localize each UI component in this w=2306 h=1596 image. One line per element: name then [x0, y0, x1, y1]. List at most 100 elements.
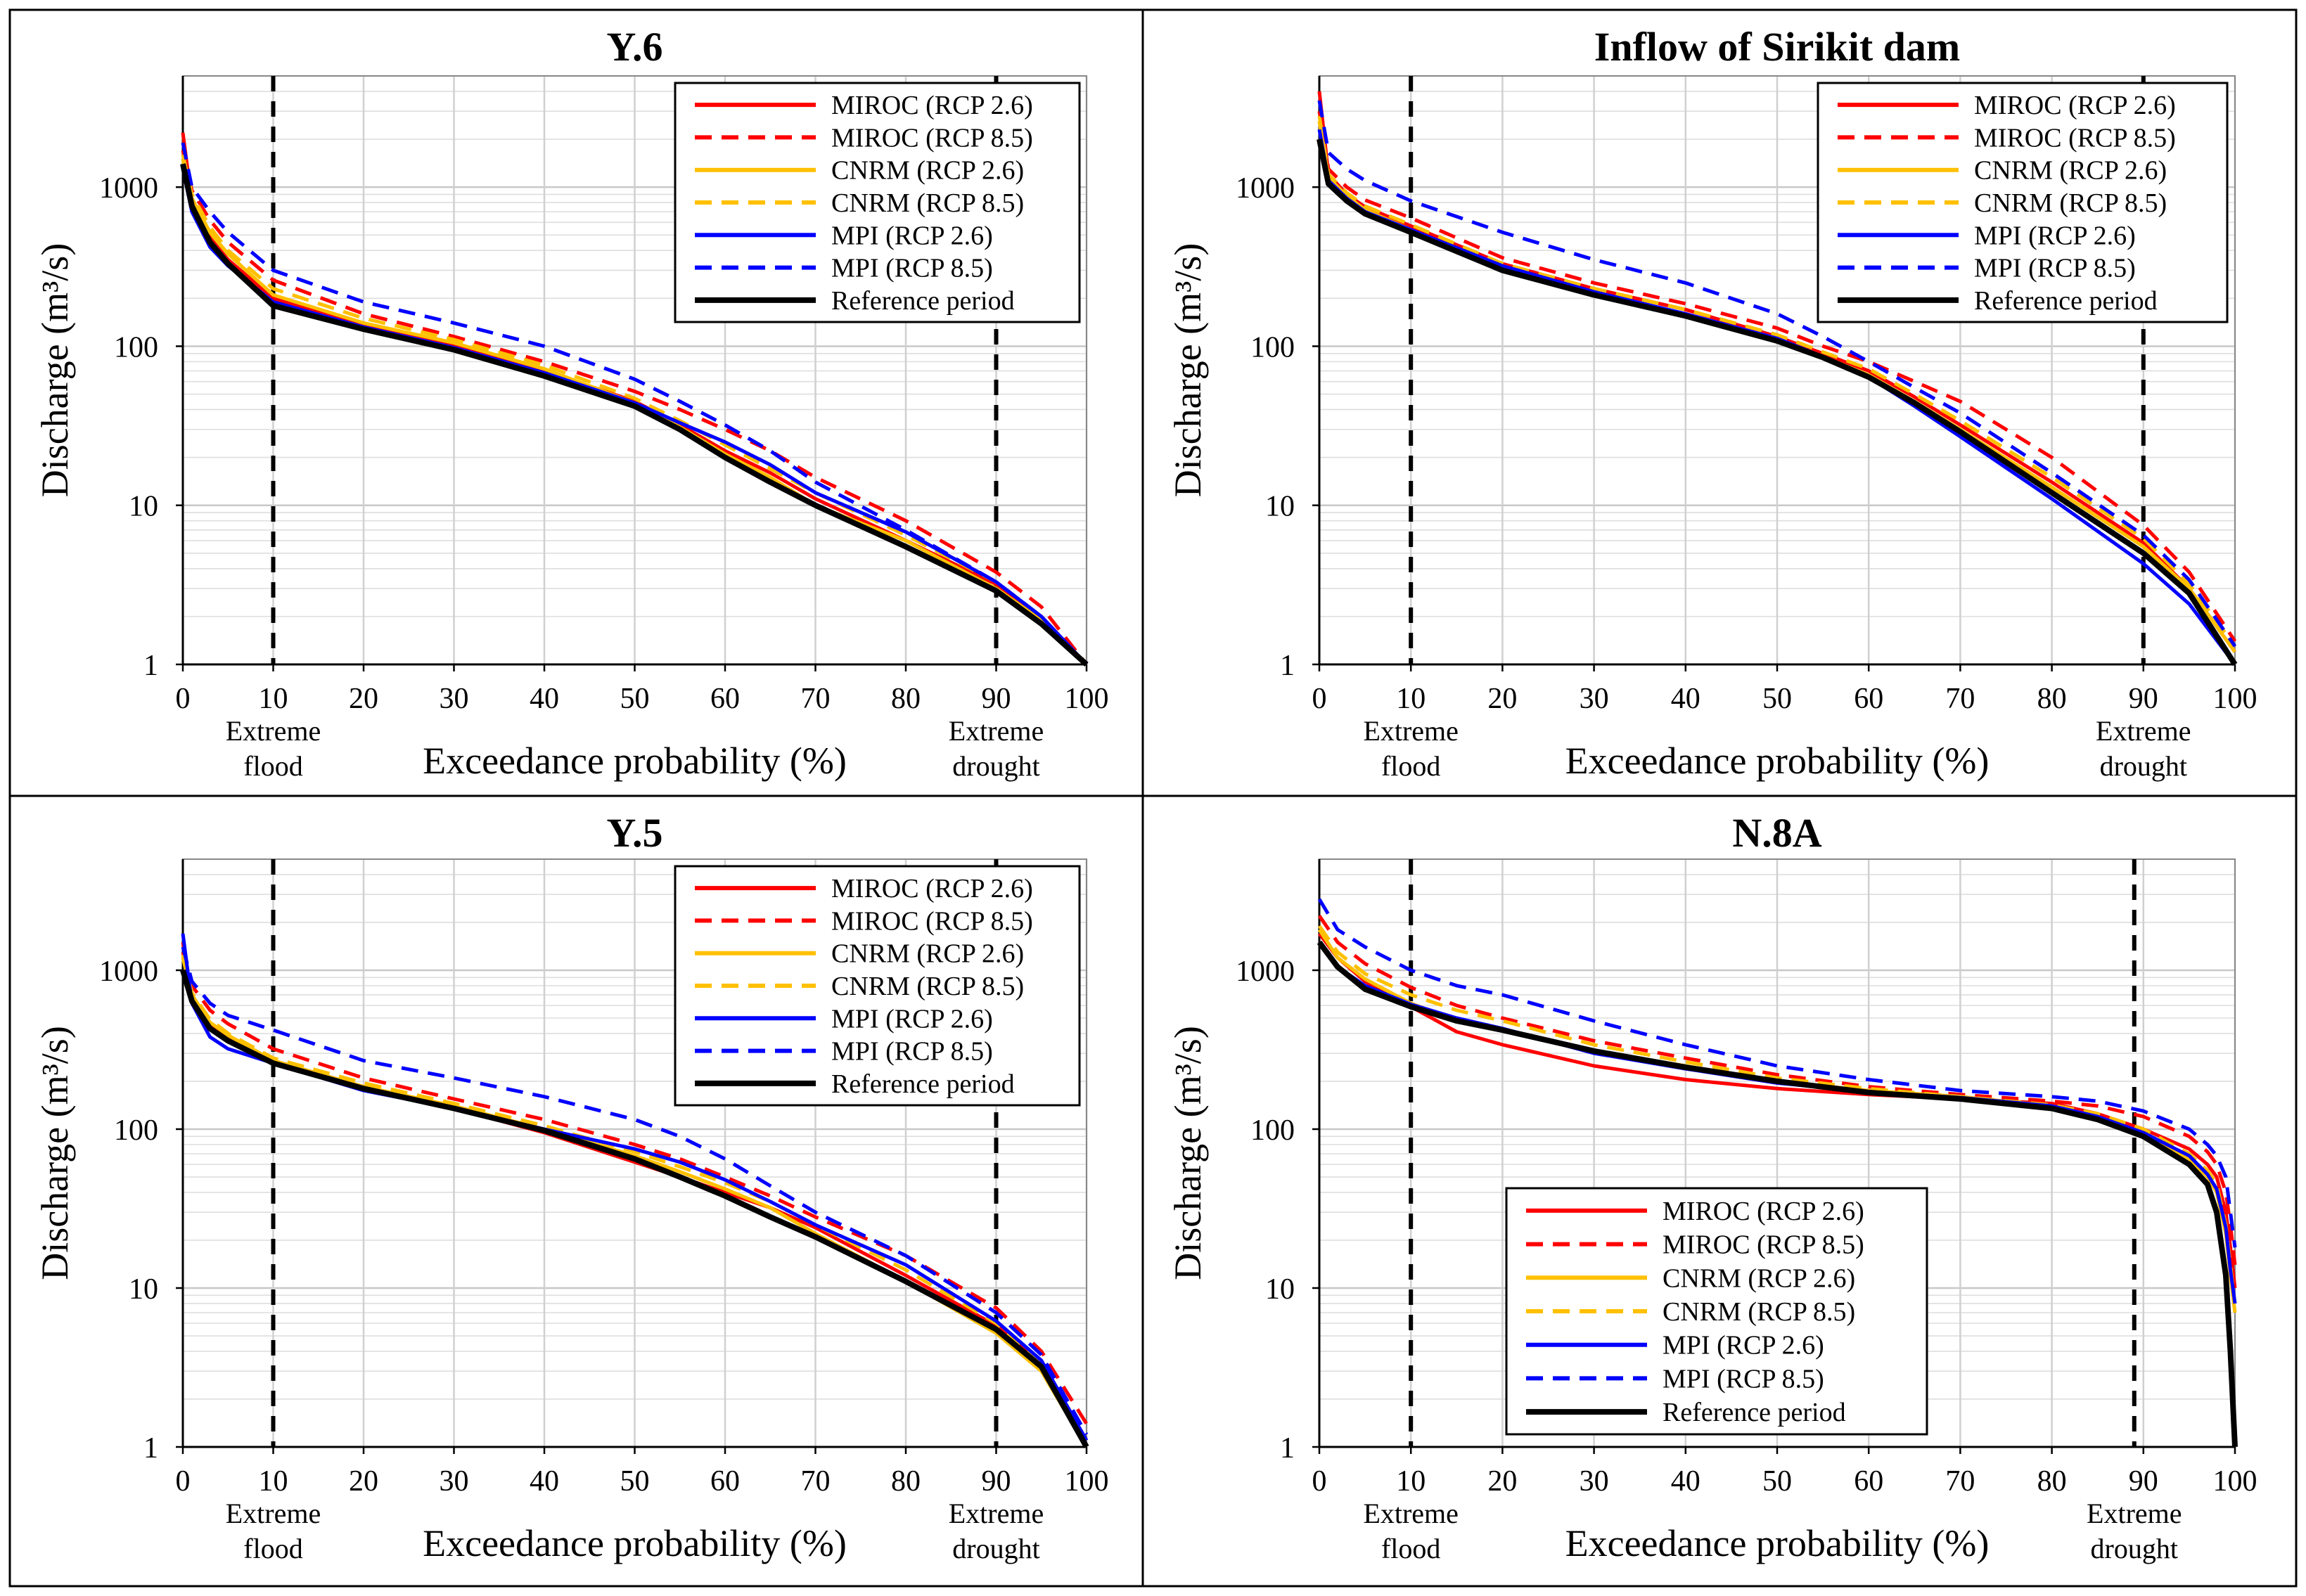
legend-label: MPI (RCP 2.6)	[831, 1004, 993, 1034]
annotation-extreme-drought: Extreme	[949, 715, 1044, 747]
x-tick-label: 10	[1396, 683, 1426, 715]
y-tick-label: 10	[129, 491, 158, 523]
x-tick-label: 20	[349, 683, 378, 715]
legend-label: CNRM (RCP 8.5)	[1663, 1297, 1855, 1327]
annotation-extreme-drought: drought	[2091, 1533, 2178, 1564]
series-line-reference-period	[1317, 139, 2238, 667]
series-line-cnrm-rcp-8-5-	[1317, 115, 2237, 648]
series-line-cnrm-rcp-8-5-	[181, 154, 1088, 666]
legend-label: MPI (RCP 8.5)	[831, 1037, 993, 1067]
x-tick-label: 80	[2037, 1465, 2067, 1498]
annotation-extreme-flood: Extreme	[226, 715, 321, 747]
x-tick-label: 40	[530, 1465, 559, 1498]
legend: MIROC (RCP 2.6) MIROC (RCP 8.5)CNRM (RCP …	[674, 865, 1081, 1107]
y-tick-label: 1000	[99, 172, 158, 205]
x-tick-label: 50	[1762, 1465, 1792, 1498]
legend-label: MIROC (RCP 2.6)	[831, 91, 1033, 120]
legend-label: CNRM (RCP 2.6)	[831, 939, 1024, 969]
x-tick-label: 80	[891, 1465, 921, 1498]
x-axis-label: Exceedance probability (%)	[423, 740, 847, 782]
y-tick-label: 1	[1280, 1432, 1295, 1465]
y-tick-label: 1000	[99, 955, 158, 988]
series-line-mpi-rcp-2-6-	[181, 933, 1089, 1441]
legend: MIROC (RCP 2.6)MIROC (RCP 8.5)CNRM (RCP …	[1505, 1187, 1928, 1436]
series-line-reference-period	[1317, 940, 2238, 1448]
series-line-cnrm-rcp-8-5-	[181, 954, 1089, 1441]
x-tick-label: 30	[440, 683, 469, 715]
x-tick-label: 50	[1762, 683, 1792, 715]
chart-panel-3: 0 10 20 30 40 50 60 70 80 90 1001101001000Y.5Excee…	[8, 794, 1144, 1588]
y-tick-label: 10	[129, 1273, 158, 1306]
series-line-mpi-rcp-8-5-	[1317, 100, 2237, 648]
annotation-extreme-drought: drought	[952, 750, 1039, 782]
y-tick-label: 1000	[1236, 172, 1295, 205]
legend-label: MPI (RCP 8.5)	[1663, 1364, 1824, 1394]
y-axis-label: Discharge (m³/s)	[34, 243, 76, 498]
legend-label: CNRM (RCP 2.6)	[1974, 156, 2167, 186]
chart-title: Y.5	[606, 810, 662, 856]
legend-label: MPI (RCP 2.6)	[1663, 1331, 1824, 1360]
chart-title: N.8A	[1732, 810, 1821, 856]
panel-border	[1141, 794, 2298, 1588]
legend-box	[674, 82, 1081, 323]
series-line-miroc-rcp-8-5-	[1317, 110, 2237, 643]
legend-label: MPI (RCP 8.5)	[1974, 254, 2136, 283]
legend-label: CNRM (RCP 8.5)	[1974, 188, 2167, 218]
x-tick-label: 70	[1945, 683, 1975, 715]
x-tick-label: 50	[620, 1465, 650, 1498]
legend-label: Reference period	[1974, 286, 2158, 316]
annotation-extreme-drought: drought	[952, 1533, 1039, 1564]
legend-label: MIROC (RCP 8.5)	[831, 906, 1033, 936]
x-tick-label: 10	[259, 1465, 288, 1498]
x-tick-label: 60	[710, 683, 740, 715]
x-tick-label: 60	[1854, 683, 1883, 715]
x-axis-label: Exceedance probability (%)	[1565, 740, 1990, 782]
x-tick-label: 80	[891, 683, 921, 715]
y-tick-label: 1	[143, 1432, 158, 1465]
x-tick-label: 50	[620, 683, 650, 715]
legend-box	[1817, 82, 2229, 323]
legend-label: MIROC (RCP 8.5)	[1663, 1230, 1864, 1260]
legend: MIROC (RCP 2.6)MIROC (RCP 8.5)CNRM (RCP …	[674, 82, 1081, 323]
annotation-extreme-drought: Extreme	[2087, 1498, 2182, 1529]
x-tick-label: 100	[2213, 1465, 2257, 1498]
series-line-miroc-rcp-8-5-	[181, 150, 1088, 666]
annotation-extreme-flood: flood	[243, 750, 302, 782]
x-tick-label: 0	[1312, 683, 1327, 715]
legend-label: CNRM (RCP 8.5)	[831, 188, 1024, 218]
y-tick-label: 10	[1265, 491, 1295, 523]
x-tick-label: 30	[1580, 1465, 1609, 1498]
legend-label: MPI (RCP 2.6)	[831, 221, 993, 250]
x-tick-label: 90	[2129, 1465, 2158, 1498]
x-tick-label: 10	[1396, 1465, 1426, 1498]
series-line-miroc-rcp-2-6-	[181, 941, 1089, 1441]
x-tick-label: 20	[349, 1465, 378, 1498]
x-tick-label: 70	[801, 683, 831, 715]
x-tick-label: 30	[1580, 683, 1609, 715]
legend-label: Reference period	[831, 1069, 1015, 1099]
y-axis-label: Discharge (m³/s)	[1167, 1026, 1209, 1280]
legend-label: MIROC (RCP 8.5)	[1974, 123, 2176, 153]
series-line-reference-period	[180, 969, 1089, 1448]
chart-title: Inflow of Sirikit dam	[1594, 24, 1960, 70]
legend: MIROC (RCP 2.6)MIROC (RCP 8.5)CNRM (RCP …	[1817, 82, 2229, 323]
x-tick-label: 0	[1312, 1465, 1327, 1498]
legend-box	[1505, 1187, 1928, 1436]
x-tick-label: 90	[982, 1465, 1011, 1498]
legend-label: MPI (RCP 2.6)	[1974, 221, 2136, 250]
annotation-extreme-flood: flood	[243, 1533, 302, 1564]
y-axis-label: Discharge (m³/s)	[34, 1026, 76, 1280]
x-tick-label: 40	[1671, 683, 1700, 715]
annotation-extreme-drought: Extreme	[949, 1498, 1044, 1529]
chart-panel-4: 0 10 20 30 40 50 60 70 80 90 1001101001000N.8AExce…	[1141, 794, 2298, 1588]
annotation-extreme-drought: drought	[2100, 750, 2187, 782]
y-tick-label: 100	[114, 1114, 158, 1147]
x-axis-label: Exceedance probability (%)	[1565, 1522, 1990, 1564]
series-line-reference-period	[180, 163, 1089, 667]
x-tick-label: 100	[1065, 683, 1109, 715]
legend-label: CNRM (RCP 2.6)	[1663, 1263, 1855, 1293]
x-tick-label: 80	[2037, 683, 2067, 715]
legend-label: MIROC (RCP 2.6)	[831, 874, 1033, 903]
y-tick-label: 100	[1250, 1114, 1295, 1147]
